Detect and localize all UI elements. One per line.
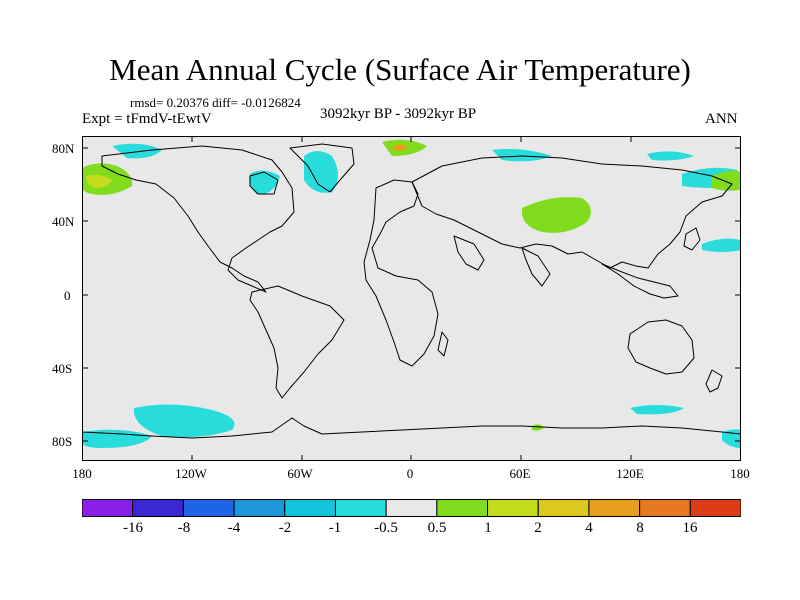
colorbar-label: -1: [328, 520, 342, 536]
coast-southeast-asia: [601, 263, 679, 299]
colorbar-cell: [334, 499, 387, 517]
anomaly-negative-north-central: [647, 151, 694, 161]
period-label: 3092kyr BP - 3092kyr BP: [320, 106, 477, 122]
anomaly-negative-arctic-canada: [112, 143, 162, 159]
experiment-label: Expt = tFmdV-tEwtV: [82, 111, 212, 127]
lon-label-180w: 180: [72, 466, 92, 481]
colorbar-label: -2: [278, 520, 292, 536]
colorbar-cell: [689, 499, 741, 517]
lat-label-40n: 40N: [52, 214, 75, 229]
anomaly-positive-antarctic-small: [532, 424, 544, 431]
colorbar-label: 2: [534, 520, 542, 536]
colorbar-cell: [82, 499, 134, 517]
coastlines: [82, 143, 741, 439]
stats-line: rmsd= 0.20376 diff= -0.0126824: [130, 95, 301, 110]
anomaly-negative-north-pacific: [702, 238, 741, 252]
lon-label-60e: 60E: [509, 466, 531, 481]
coast-new-zealand: [705, 369, 723, 393]
coast-europe-africa: [363, 179, 439, 367]
colorbar-label: -4: [227, 520, 241, 536]
colorbar-cell: [284, 499, 336, 517]
colorbar-label: -16: [123, 520, 143, 536]
colorbar-label: -8: [177, 520, 191, 536]
anomaly-negative-southern-pacific: [133, 404, 235, 438]
coast-japan: [683, 227, 701, 251]
coast-antarctica: [82, 417, 741, 439]
colorbar-cell: [487, 499, 539, 517]
colorbar-cell: [182, 499, 235, 517]
colorbar-cell: [639, 499, 691, 517]
lat-label-0: 0: [64, 288, 71, 303]
anomaly-positive-arctic-east: [712, 170, 741, 191]
colorbar-cell: [588, 499, 641, 517]
lon-label-0: 0: [406, 466, 414, 481]
coast-hudson-bay: [249, 171, 279, 195]
anomaly-warm-alaska: [86, 174, 112, 188]
colorbar-label: 1: [484, 520, 492, 536]
world-map: [82, 136, 741, 461]
season-label: ANN: [705, 111, 738, 127]
anomaly-negative-antarctic-west: [82, 429, 152, 448]
colorbar-label: -0.5: [374, 520, 398, 536]
anomaly-positive-central-asia: [521, 197, 591, 233]
coast-australia: [627, 319, 695, 375]
plot-title: Mean Annual Cycle (Surface Air Temperatu…: [109, 52, 691, 87]
anomaly-negative-greenland: [304, 151, 338, 193]
colorbar-cell: [537, 499, 590, 517]
colorbar-cell: [436, 499, 489, 517]
colorbar-cell: [233, 499, 286, 517]
coast-south-america: [249, 285, 345, 399]
coast-eurasia: [411, 155, 733, 269]
anomaly-negative-north-siberia: [492, 148, 552, 162]
coast-north-america: [101, 145, 295, 293]
anomaly-warm-barents: [394, 144, 408, 151]
coast-greenland: [289, 143, 355, 193]
colorbar-cell: [385, 499, 438, 517]
lon-label-120e: 120E: [616, 466, 644, 481]
lon-label-60w: 60W: [287, 466, 313, 481]
lat-label-40s: 40S: [52, 361, 73, 376]
colorbar-label: 4: [585, 520, 593, 536]
lat-label-80n: 80N: [52, 141, 75, 156]
coast-arabia-india: [453, 235, 551, 287]
colorbar-label: 0.5: [427, 520, 447, 536]
anomaly-negative-southern-indian: [630, 405, 684, 415]
lon-label-120w: 120W: [175, 466, 207, 481]
anomaly-regions: [82, 139, 741, 448]
colorbar-label: 8: [636, 520, 644, 536]
colorbar: [82, 499, 741, 517]
lat-label-80s: 80S: [52, 434, 73, 449]
colorbar-label: 16: [682, 520, 698, 536]
lon-label-180e: 180: [730, 466, 750, 481]
coast-madagascar: [437, 331, 449, 357]
axis-ticks: [82, 136, 741, 461]
colorbar-cell: [132, 499, 184, 517]
